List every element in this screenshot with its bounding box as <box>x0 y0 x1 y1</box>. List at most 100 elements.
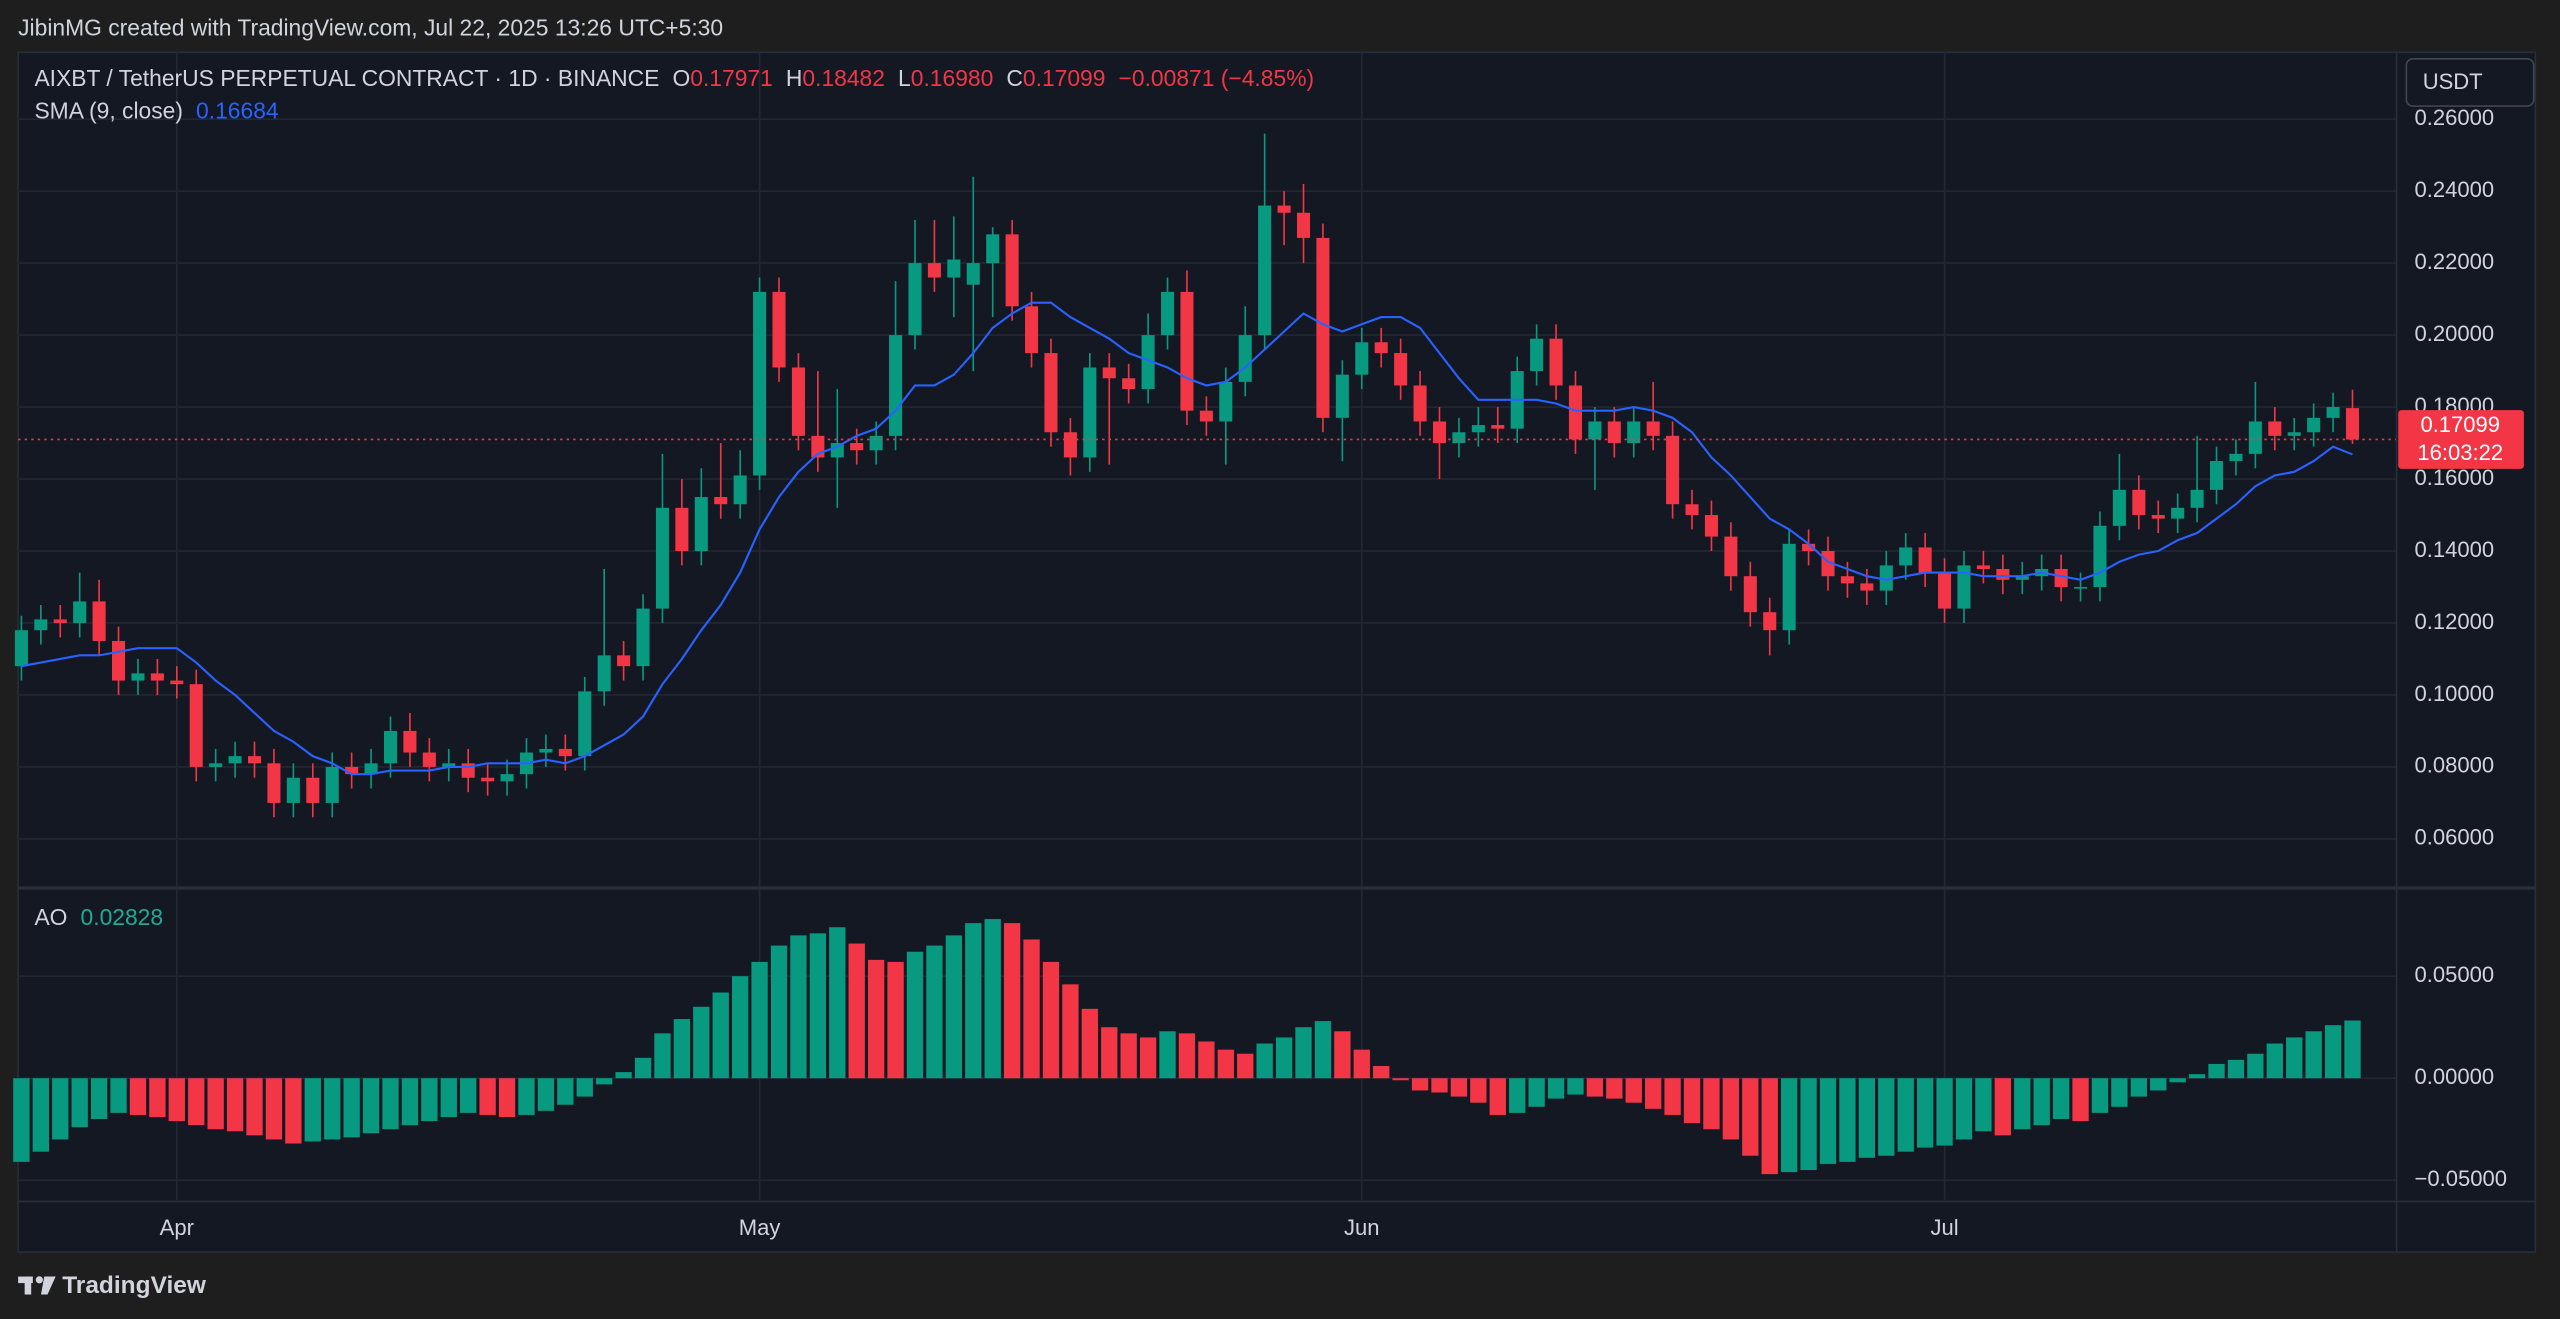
logo-part <box>35 1276 43 1284</box>
ohlc-value: 0.17971 <box>690 65 773 91</box>
ao-bar <box>1120 1033 1137 1079</box>
ao-bar <box>2169 1078 2186 1083</box>
candle-body <box>1452 432 1466 444</box>
ao-bar <box>1217 1049 1234 1079</box>
candle-body <box>1938 572 1952 609</box>
candle-body <box>2151 515 2165 519</box>
ao-bar <box>887 961 904 1079</box>
ao-bar <box>906 951 924 1079</box>
candle-body <box>1005 234 1019 307</box>
candle-body <box>286 777 300 803</box>
candle-body <box>1025 306 1039 354</box>
candle-body <box>791 367 805 436</box>
ao-bar <box>596 1078 613 1085</box>
candle-body <box>1860 583 1874 591</box>
ao-bar <box>1567 1078 1584 1095</box>
x-tick-label: Jun <box>1344 1215 1380 1240</box>
currency-label[interactable]: USDT <box>2423 69 2483 94</box>
ao-bar <box>790 935 807 1079</box>
ao-bar <box>1062 984 1079 1079</box>
ao-bar <box>2111 1078 2128 1107</box>
ao-bar <box>518 1078 535 1115</box>
ao-bar <box>1761 1078 1778 1175</box>
ao-bar <box>1081 1008 1098 1079</box>
candle-body <box>1802 543 1816 552</box>
candle-body <box>1821 551 1835 577</box>
ao-value: 0.02828 <box>81 904 164 930</box>
candle-body <box>927 263 941 278</box>
candle-body <box>1879 565 1893 591</box>
candle-body <box>675 507 689 552</box>
candle-body <box>1394 353 1408 386</box>
ao-bar <box>712 992 729 1079</box>
ao-bar <box>2344 1020 2361 1079</box>
candle-body <box>753 291 767 476</box>
ao-bar <box>926 945 943 1079</box>
ao-bar <box>2305 1031 2322 1079</box>
candle-body <box>1238 335 1252 382</box>
sma-line <box>21 301 2353 776</box>
logo-part <box>24 1276 32 1295</box>
candle-body <box>325 766 339 803</box>
ao-bar <box>1780 1078 1798 1173</box>
ao-bar <box>1139 1037 1157 1079</box>
candle-body <box>1685 504 1699 516</box>
ao-bar <box>2091 1078 2109 1113</box>
y-tick-label: 0.08000 <box>2415 753 2495 778</box>
sma-value: 0.16684 <box>196 98 279 124</box>
x-tick-label: Apr <box>160 1215 194 1240</box>
candle-body <box>2268 421 2282 436</box>
symbol-legend: AIXBT / TetherUS PERPETUAL CONTRACT · 1D… <box>34 65 1314 91</box>
candle-body <box>1063 432 1077 458</box>
ohlc-value: 0.17099 <box>1023 65 1106 91</box>
candle-body <box>34 619 48 631</box>
currency-button[interactable] <box>2405 57 2535 107</box>
ao-bar <box>576 1078 593 1097</box>
credit: JibinMG created with TradingView.com, Ju… <box>18 14 723 40</box>
ohlc-name: L <box>898 65 911 91</box>
ao-bar <box>1645 1078 1662 1109</box>
candle-body <box>170 680 184 685</box>
candle-body <box>1471 425 1485 433</box>
ao-bar <box>265 1078 283 1140</box>
ao-bar <box>1897 1078 1914 1152</box>
ao-bar <box>1858 1078 1876 1158</box>
ao-bar <box>1334 1031 1351 1079</box>
candle-body <box>189 684 203 767</box>
candle-body <box>597 655 611 692</box>
ao-bar <box>304 1078 321 1142</box>
candle-body <box>364 763 378 775</box>
candle-body <box>1918 547 1932 573</box>
ao-bar <box>1003 923 1021 1079</box>
ao-bar <box>557 1078 574 1105</box>
ao-tick-label: 0.05000 <box>2415 962 2495 987</box>
ao-bar <box>1314 1021 1332 1079</box>
ao-bar <box>1722 1078 1740 1140</box>
ao-legend: AO 0.02828 <box>34 904 163 930</box>
ao-bar <box>129 1078 147 1115</box>
ao-bar <box>2324 1025 2342 1079</box>
candle-body <box>889 335 903 436</box>
ao-bar <box>1237 1053 1254 1079</box>
candle-body <box>2229 453 2243 462</box>
candle-body <box>1141 335 1155 390</box>
last-price-label: 0.17099 <box>2420 412 2500 437</box>
y-tick-label: 0.22000 <box>2415 249 2495 274</box>
ao-tick-label: 0.00000 <box>2415 1064 2495 1089</box>
ao-bar <box>654 1033 671 1079</box>
ao-bar <box>537 1078 555 1111</box>
candle-body <box>1219 381 1233 422</box>
candle-body <box>1122 378 1136 390</box>
candle-body <box>1258 205 1272 336</box>
candle-body <box>228 756 242 764</box>
candle-body <box>2209 461 2224 490</box>
ao-bar <box>1353 1049 1370 1079</box>
ao-bar <box>1819 1078 1837 1164</box>
candle-body <box>247 756 262 764</box>
candle-body <box>111 640 126 681</box>
ao-bar <box>1664 1078 1681 1115</box>
candle-body <box>1199 410 1213 422</box>
candle-body <box>481 777 495 782</box>
ao-bar <box>285 1078 302 1144</box>
